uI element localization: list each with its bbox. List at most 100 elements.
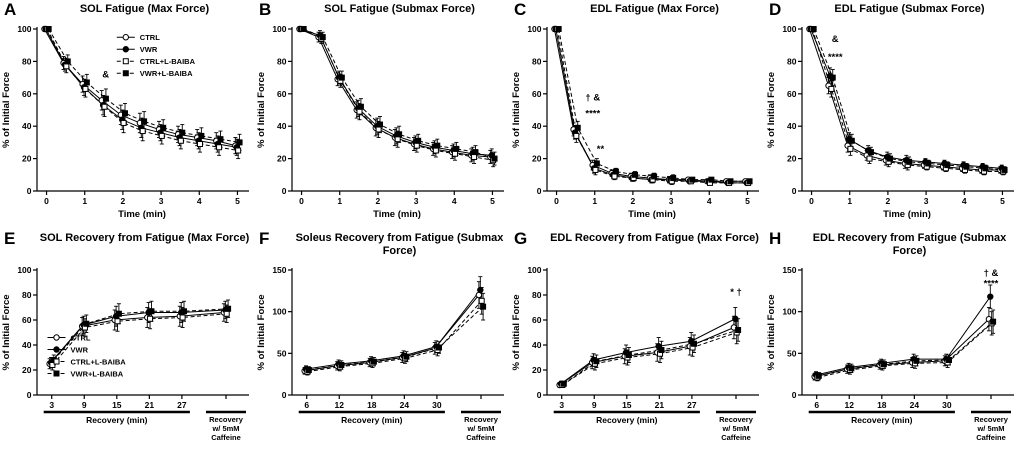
svg-text:0: 0 <box>809 196 814 206</box>
svg-text:Caffeine: Caffeine <box>211 433 241 442</box>
svg-text:2: 2 <box>631 196 636 206</box>
svg-text:VWR: VWR <box>140 45 158 54</box>
svg-text:100: 100 <box>17 265 31 275</box>
svg-text:24: 24 <box>910 400 920 410</box>
svg-text:****: **** <box>585 108 600 119</box>
panel-letter-f: F <box>259 229 270 248</box>
svg-text:60: 60 <box>277 89 287 99</box>
svg-text:100: 100 <box>527 265 541 275</box>
svg-text:CTRL: CTRL <box>140 33 160 42</box>
svg-text:1: 1 <box>592 196 597 206</box>
svg-text:40: 40 <box>22 121 32 131</box>
svg-text:40: 40 <box>532 340 542 350</box>
svg-text:3: 3 <box>414 196 419 206</box>
svg-text:4: 4 <box>707 196 712 206</box>
svg-text:18: 18 <box>877 400 887 410</box>
svg-text:3: 3 <box>669 196 674 206</box>
svg-text:21: 21 <box>145 400 155 410</box>
panel-g: G EDL Recovery from Fatigue (Max Force) … <box>510 229 765 459</box>
plot-h: 0 50 100 150 % of Initial Force 6 12 18 24 30 Reco… <box>766 265 1014 442</box>
svg-text:5: 5 <box>1000 196 1005 206</box>
svg-text:1: 1 <box>847 196 852 206</box>
svg-text:20: 20 <box>532 154 542 164</box>
svg-text:9: 9 <box>592 400 597 410</box>
svg-text:% of Initial Force: % of Initial Force <box>511 72 522 148</box>
svg-text:* †: * † <box>730 287 742 298</box>
panel-title-e: SOL Recovery from Fatigue (Max Force) <box>39 232 250 244</box>
svg-text:****: **** <box>984 279 999 290</box>
svg-text:Recovery (min): Recovery (min) <box>341 415 403 425</box>
svg-text:† &: † & <box>984 268 999 279</box>
svg-text:20: 20 <box>22 154 32 164</box>
svg-text:100: 100 <box>782 307 796 317</box>
svg-text:w/ 5mM: w/ 5mM <box>721 424 749 433</box>
svg-text:6: 6 <box>304 400 309 410</box>
svg-text:Time (min): Time (min) <box>373 209 421 220</box>
svg-text:100: 100 <box>17 24 31 34</box>
svg-text:&: & <box>832 34 839 45</box>
svg-text:0: 0 <box>299 196 304 206</box>
svg-text:Recovery: Recovery <box>974 415 1009 424</box>
svg-text:0: 0 <box>282 186 287 196</box>
panel-a: A SOL Fatigue (Max Force) 0 20 40 60 80 100% … <box>0 0 255 229</box>
svg-text:VWR+L-BAIBA: VWR+L-BAIBA <box>140 69 193 78</box>
svg-text:w/ 5mM: w/ 5mM <box>211 424 239 433</box>
svg-text:1: 1 <box>337 196 342 206</box>
panel-title-h: EDL Recovery from Fatigue (Submax Force) <box>812 232 1007 257</box>
svg-text:20: 20 <box>277 154 287 164</box>
svg-text:12: 12 <box>845 400 855 410</box>
svg-text:80: 80 <box>22 56 32 66</box>
svg-text:VWR+L-BAIBA: VWR+L-BAIBA <box>71 369 124 378</box>
svg-text:80: 80 <box>532 56 542 66</box>
panel-h: H EDL Recovery from Fatigue (Submax Forc… <box>765 229 1020 459</box>
svg-text:60: 60 <box>532 315 542 325</box>
svg-text:Caffeine: Caffeine <box>976 433 1006 442</box>
svg-text:80: 80 <box>787 56 797 66</box>
svg-text:4: 4 <box>197 196 202 206</box>
svg-text:5: 5 <box>490 196 495 206</box>
svg-text:0: 0 <box>44 196 49 206</box>
svg-text:50: 50 <box>787 348 797 358</box>
svg-text:5: 5 <box>235 196 240 206</box>
svg-text:w/ 5mM: w/ 5mM <box>976 424 1004 433</box>
panel-d: D EDL Fatigue (Submax Force) 0 20 40 60 80 10… <box>765 0 1020 229</box>
svg-text:40: 40 <box>532 121 542 131</box>
svg-text:Time (min): Time (min) <box>883 209 931 220</box>
svg-text:Recovery (min): Recovery (min) <box>851 415 913 425</box>
svg-text:6: 6 <box>814 400 819 410</box>
plot-f: 0 50 100 150 % of Initial Force 6 12 18 24 30 Reco… <box>256 265 504 442</box>
panel-title-g: EDL Recovery from Fatigue (Max Force) <box>550 232 759 244</box>
svg-text:3: 3 <box>49 400 54 410</box>
svg-text:3: 3 <box>159 196 164 206</box>
svg-text:40: 40 <box>787 121 797 131</box>
panel-b: B SOL Fatigue (Submax Force) 0 20 40 60 80 10… <box>255 0 510 229</box>
svg-text:20: 20 <box>787 154 797 164</box>
svg-text:2: 2 <box>121 196 126 206</box>
svg-text:2: 2 <box>376 196 381 206</box>
svg-text:40: 40 <box>22 340 32 350</box>
svg-text:2: 2 <box>886 196 891 206</box>
plot-c: 0 20 40 60 80 100 % of Initial Force 0 1 2 3 4 5 Time… <box>511 24 759 220</box>
svg-text:Time (min): Time (min) <box>118 209 166 220</box>
svg-text:0: 0 <box>792 186 797 196</box>
svg-text:0: 0 <box>537 390 542 400</box>
svg-text:80: 80 <box>277 56 287 66</box>
panel-c: C EDL Fatigue (Max Force) 0 20 40 60 80 100% … <box>510 0 765 229</box>
panel-e: E SOL Recovery from Fatigue (Max Force) … <box>0 229 255 459</box>
svg-text:27: 27 <box>177 400 187 410</box>
svg-text:30: 30 <box>432 400 442 410</box>
svg-text:1: 1 <box>82 196 87 206</box>
panel-letter-d: D <box>769 0 782 19</box>
svg-text:Recovery: Recovery <box>464 415 499 424</box>
svg-text:100: 100 <box>272 24 286 34</box>
panel-title-f: Soleus Recovery from Fatigue (Submax For… <box>295 232 504 257</box>
svg-text:Recovery: Recovery <box>209 415 244 424</box>
svg-text:80: 80 <box>532 290 542 300</box>
panel-title-c: EDL Fatigue (Max Force) <box>590 3 719 15</box>
svg-text:150: 150 <box>782 265 796 275</box>
svg-text:CTRL+L-BAIBA: CTRL+L-BAIBA <box>140 57 196 66</box>
svg-text:**: ** <box>597 144 605 155</box>
svg-text:15: 15 <box>622 400 632 410</box>
svg-text:Recovery (min): Recovery (min) <box>86 415 148 425</box>
